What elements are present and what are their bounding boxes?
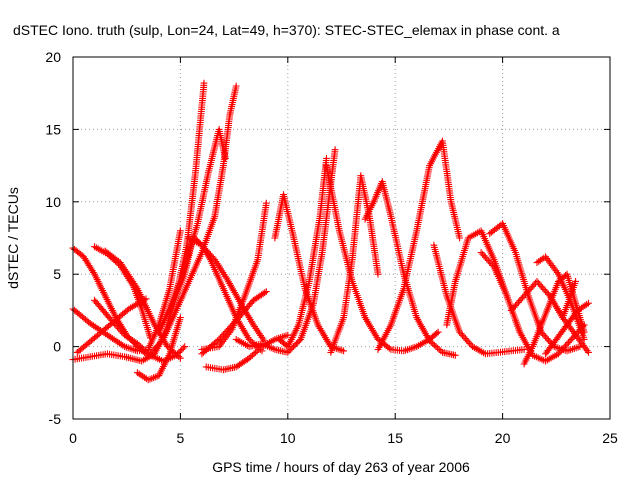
series-markers [185, 234, 268, 345]
series-markers [546, 292, 592, 356]
series-23 [430, 241, 528, 358]
y-tick-label: -5 [49, 411, 62, 427]
series-markers [275, 155, 330, 350]
series-13 [202, 331, 292, 374]
series-9 [146, 82, 240, 358]
series-14 [198, 199, 270, 353]
chart-title: dSTEC Iono. truth (sulp, Lon=24, Lat=49,… [13, 22, 560, 38]
series-21 [361, 178, 459, 359]
x-tick-label: 10 [280, 430, 296, 446]
series-markers [361, 178, 459, 359]
series-markers [486, 220, 584, 355]
x-tick-label: 20 [495, 430, 511, 446]
plot-frame [72, 56, 611, 420]
x-tick-label: 0 [69, 430, 77, 446]
series-markers [198, 199, 270, 353]
axis-ticks: 0 5 10 15 20 25 -5 0 5 10 15 20 [45, 49, 618, 446]
series-markers [134, 314, 184, 384]
series-markers [232, 146, 339, 356]
series-12 [185, 234, 268, 345]
y-tick-label: 20 [45, 49, 61, 65]
series-markers [374, 137, 463, 353]
series-markers [202, 331, 292, 374]
y-tick-label: 0 [53, 339, 61, 355]
x-axis-label: GPS time / hours of day 263 of year 2006 [212, 459, 470, 475]
series-18 [275, 155, 330, 350]
series-15 [198, 288, 270, 358]
series-markers [430, 241, 528, 358]
series-8 [134, 314, 184, 384]
series-markers [198, 288, 270, 358]
y-axis-label: dSTEC / TECUs [5, 187, 21, 289]
y-tick-label: 10 [45, 194, 61, 210]
y-tick-label: 15 [45, 121, 61, 137]
series-markers [146, 82, 240, 358]
series-16 [232, 146, 339, 356]
series-22 [374, 137, 463, 353]
series-26 [477, 249, 588, 365]
series-25 [486, 220, 584, 355]
x-tick-label: 25 [602, 430, 618, 446]
series-31 [546, 292, 592, 356]
x-tick-label: 15 [387, 430, 403, 446]
series-markers [477, 249, 588, 365]
y-tick-label: 5 [53, 266, 61, 282]
x-tick-label: 5 [177, 430, 185, 446]
data-marks [69, 79, 592, 384]
